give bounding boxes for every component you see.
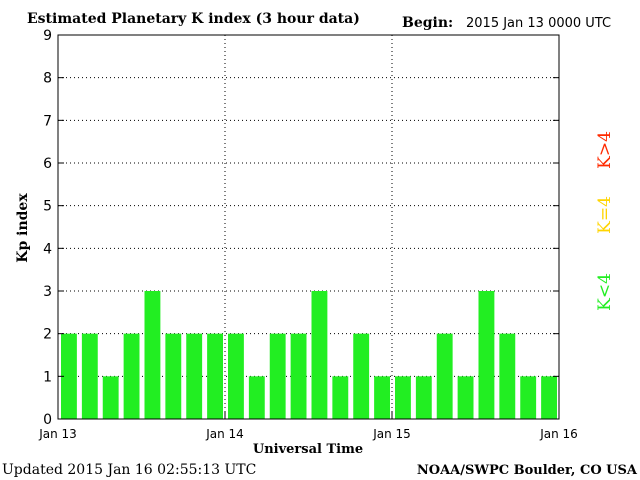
y-axis-label: Kp index bbox=[15, 193, 31, 263]
bar-10 bbox=[269, 333, 286, 419]
chart-title: Estimated Planetary K index (3 hour data… bbox=[27, 11, 360, 27]
bar-5 bbox=[165, 333, 182, 419]
y-tick-label-0: 0 bbox=[43, 412, 52, 428]
plot-frame bbox=[57, 34, 560, 420]
bar-4 bbox=[144, 291, 161, 419]
y-tick-label-4: 4 bbox=[43, 241, 52, 257]
y-tick-label-3: 3 bbox=[43, 284, 52, 300]
bar-20 bbox=[478, 291, 495, 419]
bar-11 bbox=[290, 333, 307, 419]
x-tick-label-3: Jan 16 bbox=[539, 427, 578, 441]
bar-7 bbox=[207, 333, 223, 419]
x-axis-label: Universal Time bbox=[253, 442, 363, 457]
bar-1 bbox=[81, 333, 98, 419]
bar-12 bbox=[311, 291, 328, 419]
bar-15 bbox=[374, 376, 390, 419]
legend-k-greater-4: K>4 bbox=[595, 131, 615, 169]
legend: K>4 K=4 K<4 bbox=[595, 131, 615, 311]
y-tick-label-9: 9 bbox=[43, 28, 52, 44]
y-tick-label-1: 1 bbox=[43, 369, 52, 385]
bar-0 bbox=[61, 333, 77, 419]
begin-label: Begin: bbox=[402, 15, 453, 31]
bar-18 bbox=[436, 333, 453, 419]
legend-k-equal-4: K=4 bbox=[595, 196, 615, 234]
bar-14 bbox=[353, 333, 370, 419]
y-tick-label-7: 7 bbox=[43, 113, 52, 129]
bar-16 bbox=[395, 376, 411, 419]
bar-22 bbox=[520, 376, 537, 419]
plot-area: 0 1 2 3 4 5 6 7 8 9 Jan 13 Jan 14 Jan 15 Jan 16 bbox=[38, 28, 578, 441]
x-tick-label-2: Jan 15 bbox=[372, 427, 411, 441]
y-tick-label-2: 2 bbox=[43, 327, 52, 343]
bar-17 bbox=[415, 376, 432, 419]
updated-timestamp: Updated 2015 Jan 16 02:55:13 UTC bbox=[2, 462, 256, 478]
legend-k-less-4: K<4 bbox=[595, 273, 615, 311]
bar-19 bbox=[457, 376, 474, 419]
bar-6 bbox=[186, 333, 203, 419]
bar-13 bbox=[332, 376, 349, 419]
bar-2 bbox=[102, 376, 119, 419]
bar-3 bbox=[123, 333, 140, 419]
bar-9 bbox=[248, 376, 265, 419]
x-tick-label-0: Jan 13 bbox=[38, 427, 77, 441]
begin-value: 2015 Jan 13 0000 UTC bbox=[466, 16, 611, 31]
bar-8 bbox=[228, 333, 244, 419]
y-tick-label-8: 8 bbox=[43, 71, 52, 87]
y-tick-label-6: 6 bbox=[43, 156, 52, 172]
bar-23 bbox=[541, 376, 557, 419]
source-credit: NOAA/SWPC Boulder, CO USA bbox=[417, 463, 638, 478]
y-tick-label-5: 5 bbox=[43, 199, 52, 215]
x-tick-label-1: Jan 14 bbox=[205, 427, 244, 441]
bar-21 bbox=[499, 333, 516, 419]
